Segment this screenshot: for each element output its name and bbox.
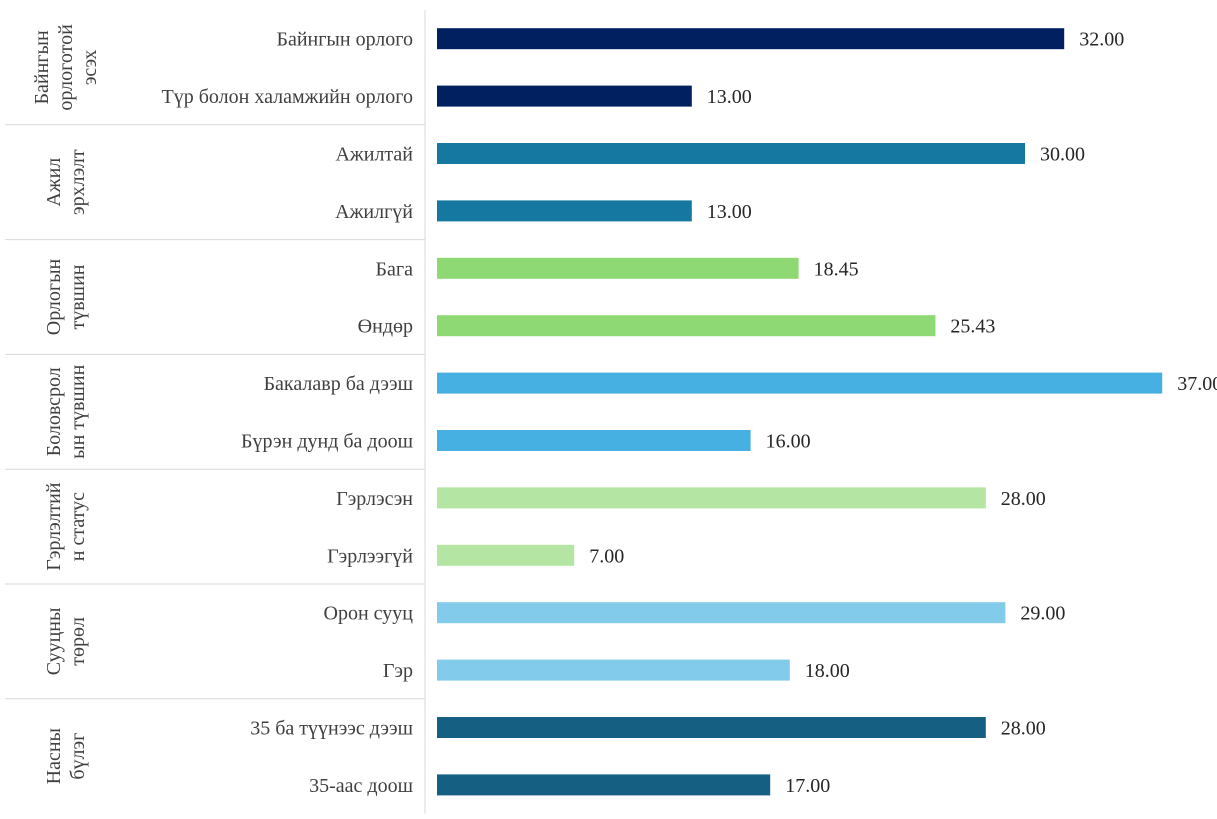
category-label: Орон сууц <box>324 603 414 625</box>
group-label: Сууцны төрөл <box>43 608 89 676</box>
bar <box>437 257 799 279</box>
category-label: Гэрлэсэн <box>336 488 413 510</box>
category-label: 35-аас доош <box>309 775 413 797</box>
category-label: Ажилтай <box>335 144 413 166</box>
group-label-line: Боловсрол <box>43 367 65 456</box>
category-label: 35 ба түүнээс дээш <box>250 718 413 740</box>
group-label-line: Орлогын <box>43 258 65 335</box>
bar <box>437 717 986 738</box>
category-label: Ажилгүй <box>335 201 413 223</box>
data-label: 7.00 <box>589 545 624 567</box>
bar <box>437 85 692 107</box>
group-label: Насны бүлэг <box>43 728 89 784</box>
bar <box>437 28 1065 50</box>
data-label: 37.00 <box>1177 373 1217 395</box>
group-label-line: эрхлэлт <box>67 149 89 215</box>
data-label: 32.00 <box>1079 29 1124 51</box>
data-label: 18.00 <box>805 660 850 682</box>
category-label: Бакалавр ба дээш <box>264 373 414 395</box>
data-label: 17.00 <box>785 775 830 797</box>
bar <box>437 544 575 566</box>
group-label-line: орлоготой <box>55 24 77 111</box>
category-label: Бүрэн дунд ба доош <box>241 431 414 453</box>
bar <box>437 315 936 337</box>
bar <box>437 487 986 509</box>
data-label: 29.00 <box>1020 603 1065 625</box>
category-label: Гэрлээгүй <box>327 545 413 567</box>
bar <box>437 430 751 451</box>
group-label: Орлогын түвшин <box>43 258 89 335</box>
data-label: 30.00 <box>1040 144 1085 166</box>
group-label-line: эсэх <box>79 50 101 86</box>
group-label: Байнгын орлоготой эсэх <box>31 24 101 111</box>
group-label: Ажил эрхлэлт <box>43 149 89 215</box>
data-label: 13.00 <box>707 201 752 223</box>
data-label: 18.45 <box>814 258 859 280</box>
group-label-line: Сууцны <box>43 608 65 676</box>
group-label: Боловсрол ын түвшин <box>43 364 89 458</box>
bar <box>437 774 771 796</box>
group-label-line: ын түвшин <box>67 364 89 458</box>
group-label-line: түвшин <box>67 264 89 329</box>
category-label: Түр болон халамжийн орлого <box>162 86 413 108</box>
bar <box>437 602 1006 624</box>
group-label-line: Байнгын <box>31 30 53 104</box>
category-label: Өндөр <box>358 316 413 338</box>
data-label: 28.00 <box>1001 718 1046 740</box>
group-label-line: төрөл <box>67 617 89 666</box>
category-label: Бага <box>376 258 414 280</box>
group-label-line: Гэрлэлтий <box>43 482 65 571</box>
group-label-line: Ажил <box>43 158 65 207</box>
data-label: 13.00 <box>707 86 752 108</box>
bar <box>437 200 692 222</box>
category-label: Байнгын орлого <box>276 29 413 51</box>
bar <box>437 659 790 681</box>
group-label: Гэрлэлтий н статус <box>43 482 89 571</box>
data-label: 16.00 <box>766 431 811 453</box>
category-label: Гэр <box>383 660 413 682</box>
group-label-line: Насны <box>43 728 65 784</box>
data-label: 25.43 <box>950 316 995 338</box>
group-label-line: бүлэг <box>67 733 89 780</box>
bar <box>437 143 1025 164</box>
group-label-line: н статус <box>67 492 89 561</box>
bar <box>437 372 1163 394</box>
data-label: 28.00 <box>1001 488 1046 510</box>
